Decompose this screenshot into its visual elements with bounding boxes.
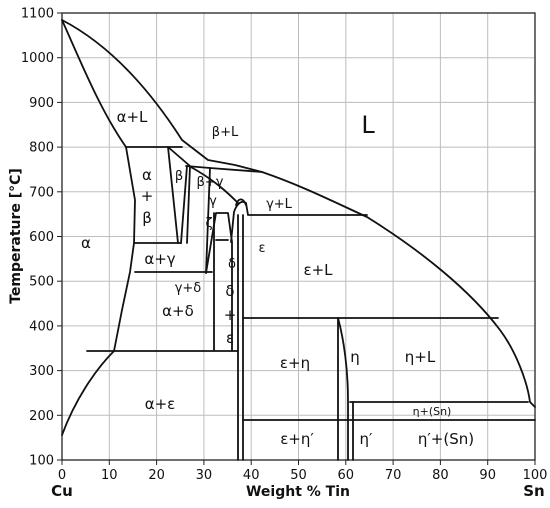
label-alpha-beta-plus: +	[141, 187, 154, 205]
label-alpha-eps: α+ε	[145, 395, 176, 413]
label-eps-etap: ε+η′	[280, 430, 314, 448]
y-tick-label: 600	[29, 230, 54, 245]
beta-boundary	[167, 146, 179, 244]
x-tick-label: 70	[385, 468, 402, 483]
x-tick-label: 100	[523, 468, 548, 483]
x-tick-label: 90	[479, 468, 496, 483]
label-alpha: α	[81, 234, 91, 252]
label-alpha-beta-a: α	[142, 166, 152, 184]
x-tick-label: 80	[432, 468, 449, 483]
x-axis-left-end: Cu	[51, 482, 73, 500]
x-tick-label: 50	[290, 468, 307, 483]
label-alpha-L: α+L	[117, 108, 148, 126]
y-tick-label: 300	[29, 364, 54, 379]
label-L: L	[361, 111, 375, 139]
label-eta-L: η+L	[405, 348, 436, 366]
label-alpha-delta: α+δ	[162, 302, 194, 320]
label-beta: β	[175, 169, 183, 184]
y-tick-label: 700	[29, 185, 54, 200]
y-tick-label: 200	[29, 409, 54, 424]
label-eta-sn: η+(Sn)	[413, 405, 452, 418]
label-alpha-beta-b: β	[142, 209, 152, 227]
label-etap-sn: η′+(Sn)	[418, 430, 474, 448]
label-alpha-gamma: α+γ	[144, 250, 175, 268]
gamma-left	[205, 167, 211, 274]
y-tick-label: 800	[29, 141, 54, 156]
y-axis-title: Temperature [°C]	[8, 168, 24, 304]
x-axis-title: Weight % Tin	[246, 484, 350, 500]
liquidus-curve	[61, 19, 536, 408]
label-eps-L: ε+L	[303, 261, 333, 279]
x-axis-right-end: Sn	[523, 482, 544, 500]
gamma-delta	[205, 212, 233, 351]
alpha-solvus	[61, 146, 136, 436]
x-tick-label: 30	[196, 468, 213, 483]
label-eta: η	[350, 348, 360, 366]
label-gamma: γ	[209, 194, 217, 209]
x-tick-label: 20	[148, 468, 165, 483]
x-tick-labels: 0 10 20 30 40 50 60 70 80 90 100	[58, 460, 548, 483]
gamma-boundary	[188, 165, 239, 204]
x-tick-label: 0	[58, 468, 66, 483]
label-etap: η′	[360, 430, 374, 448]
label-delta-eps-a: δ	[225, 282, 234, 300]
zeta-cap	[230, 200, 249, 243]
label-delta-eps-plus: +	[224, 306, 237, 324]
eps-peak	[235, 198, 247, 206]
beta-right	[167, 146, 191, 244]
label-delta-eps-b: ε	[226, 329, 234, 347]
label-beta-L: β+L	[212, 125, 239, 140]
y-tick-label: 900	[29, 96, 54, 111]
y-tick-label: 500	[29, 275, 54, 290]
region-labels: L α α+L β+L α + β β β+γ γ+L γ ζ ε α+γ δ …	[81, 108, 474, 448]
label-eps-small: ε	[258, 241, 265, 256]
x-tick-label: 10	[101, 468, 118, 483]
label-gamma-L: γ+L	[266, 197, 293, 212]
grid	[61, 12, 536, 461]
phase-boundaries	[61, 19, 536, 461]
y-tick-label: 100	[29, 454, 54, 469]
y-tick-label: 1000	[21, 51, 54, 66]
y-tick-label: 400	[29, 319, 54, 334]
label-beta-gamma: β+γ	[197, 175, 224, 190]
x-tick-label: 40	[243, 468, 260, 483]
beta-to-gamma	[180, 165, 188, 244]
x-tick-label: 60	[338, 468, 355, 483]
label-gamma-delta: γ+δ	[175, 281, 202, 296]
alpha-solidus	[61, 19, 127, 148]
y-tick-labels: 1100 1000 900 800 700 600 500 400 300 200 100	[21, 7, 62, 469]
label-eps-eta: ε+η	[280, 354, 310, 372]
label-delta: δ	[228, 257, 236, 272]
label-zeta: ζ	[205, 216, 212, 231]
y-tick-label: 1100	[21, 7, 54, 22]
eta-right	[337, 317, 349, 461]
